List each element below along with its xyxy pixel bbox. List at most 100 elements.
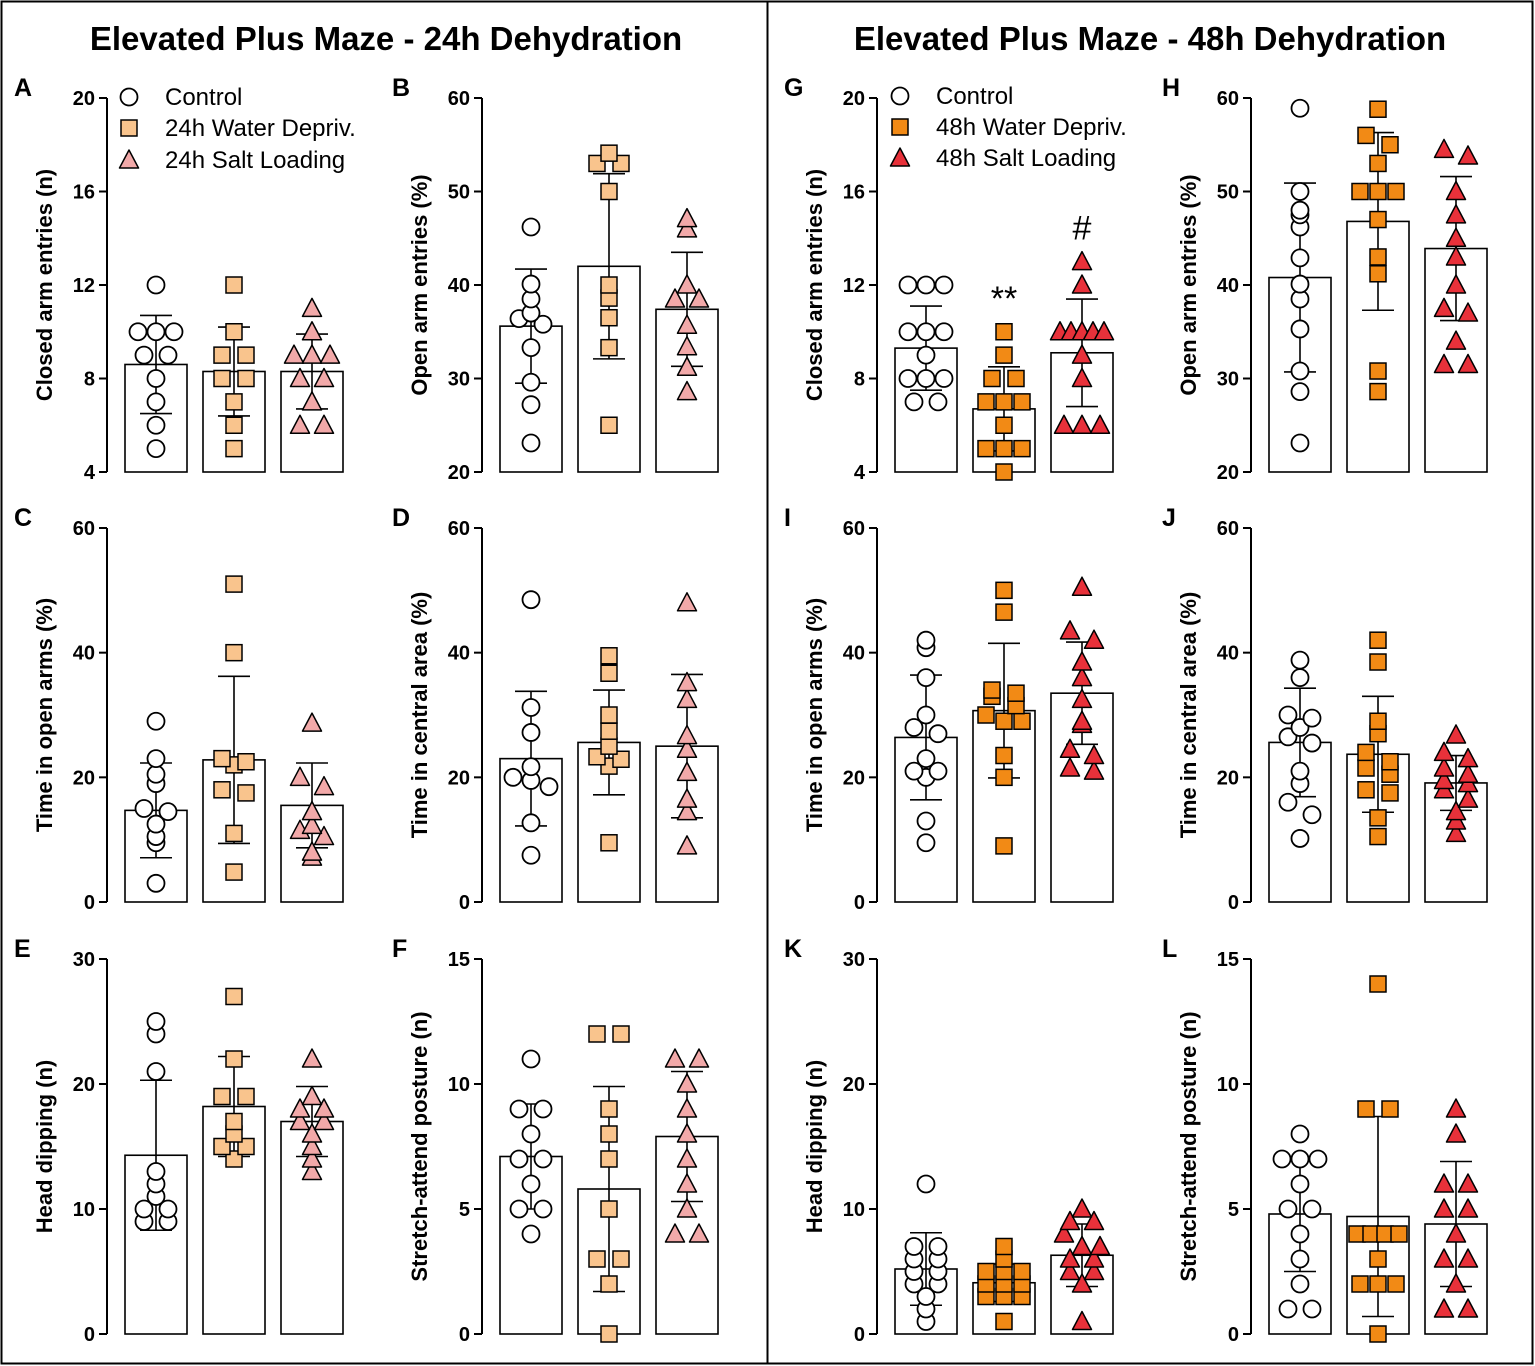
- data-point: [995, 416, 1013, 434]
- data-point: [916, 833, 936, 853]
- group-3: [655, 1048, 719, 1335]
- data-point: [1071, 414, 1093, 434]
- data-point: [1457, 302, 1479, 322]
- y-tick-label: 30: [1217, 369, 1239, 391]
- data-point: [1071, 710, 1093, 730]
- y-tick-label: 16: [73, 182, 95, 204]
- y-axis-label: Open arm entries (%): [407, 174, 432, 395]
- group-1: [1268, 1124, 1332, 1335]
- data-point: [600, 722, 618, 740]
- data-point: [1071, 1273, 1093, 1293]
- data-point: [301, 321, 323, 341]
- data-point: [213, 781, 231, 799]
- data-point: [1278, 705, 1298, 725]
- data-point: [1457, 763, 1479, 783]
- y-tick-label: 15: [448, 949, 470, 971]
- data-point: [995, 463, 1013, 481]
- data-point: [916, 345, 936, 365]
- data-point: [934, 322, 954, 342]
- data-point: [676, 1098, 698, 1118]
- y-tick-label: 15: [1217, 949, 1239, 971]
- y-axis-label: Head dipping (n): [32, 1060, 57, 1234]
- data-point: [898, 275, 918, 295]
- data-point: [1457, 353, 1479, 374]
- data-point: [995, 1237, 1013, 1256]
- y-tick-label: 10: [1217, 1074, 1239, 1096]
- group-1: [499, 590, 563, 903]
- y-tick-label: 20: [843, 88, 865, 110]
- data-point: [1059, 1210, 1081, 1231]
- y-axis-label: Stretch-attend posture (n): [1176, 1011, 1201, 1281]
- data-point: [600, 182, 618, 201]
- legend-marker: [118, 149, 140, 169]
- data-point: [1433, 1198, 1455, 1218]
- data-point: [995, 1312, 1013, 1331]
- data-point: [995, 603, 1013, 621]
- data-point: [676, 1173, 698, 1193]
- group-3: [1424, 724, 1488, 903]
- data-point: [676, 738, 698, 759]
- data-point: [664, 1048, 686, 1068]
- data-point: [225, 323, 243, 341]
- data-point: [1071, 344, 1093, 364]
- data-point: [146, 439, 166, 459]
- data-point: [983, 369, 1001, 388]
- legend-right: Control 48h Water Depriv. 48h Salt Loading: [889, 83, 1127, 172]
- panel-letter: F: [392, 935, 407, 963]
- data-point: [995, 712, 1013, 730]
- data-point: [521, 813, 541, 833]
- panel-d: D Time in central area (%) 0 20 40 60: [392, 504, 719, 914]
- data-point: [1290, 1274, 1310, 1294]
- data-point: [1290, 182, 1310, 201]
- data-point: [600, 706, 618, 724]
- data-point: [509, 1149, 529, 1169]
- data-point: [521, 698, 541, 717]
- y-tick-label: 0: [854, 892, 865, 914]
- data-point: [995, 346, 1013, 364]
- bar: [1424, 247, 1488, 473]
- data-point: [928, 392, 948, 412]
- data-point: [600, 416, 618, 434]
- y-tick-label: 30: [448, 369, 470, 391]
- group-3: [655, 592, 719, 903]
- data-point: [1445, 1098, 1467, 1118]
- data-point: [158, 802, 178, 822]
- data-point: [213, 369, 231, 388]
- panel-letter: A: [14, 74, 32, 102]
- data-point: [1433, 757, 1455, 777]
- data-point: [289, 367, 311, 388]
- data-point: [664, 1223, 686, 1243]
- y-tick-label: 20: [73, 88, 95, 110]
- data-point: [898, 322, 918, 342]
- data-point: [1290, 382, 1310, 401]
- group-2: [1346, 975, 1410, 1343]
- data-point: [146, 392, 166, 412]
- data-point: [213, 346, 231, 364]
- panel-b: B Open arm entries (%) 20 30 40 50 60: [392, 74, 719, 484]
- data-point: [1083, 760, 1105, 780]
- data-point: [1083, 1248, 1105, 1268]
- data-point: [676, 274, 698, 294]
- y-tick-label: 10: [448, 1074, 470, 1096]
- data-point: [676, 761, 698, 782]
- group-1: [124, 1012, 188, 1335]
- data-point: [977, 439, 995, 458]
- group-2: [577, 647, 641, 903]
- data-point: [503, 767, 523, 787]
- data-point: [600, 308, 618, 327]
- y-tick-label: 20: [843, 767, 865, 789]
- data-point: [600, 1325, 618, 1343]
- data-point: [676, 724, 698, 745]
- data-point: [977, 706, 995, 724]
- data-point: [1290, 433, 1310, 453]
- data-point: [1290, 274, 1310, 294]
- right-frame: [766, 0, 1534, 1365]
- data-point: [1302, 708, 1322, 728]
- data-point: [225, 1050, 243, 1068]
- panels: A Closed arm entries (n) 4 8 12 16 20 B Open arm…: [14, 74, 1488, 1346]
- data-point: [1445, 330, 1467, 350]
- data-point: [1290, 668, 1310, 687]
- data-point: [225, 643, 243, 662]
- data-point: [1290, 361, 1310, 381]
- data-point: [237, 753, 255, 771]
